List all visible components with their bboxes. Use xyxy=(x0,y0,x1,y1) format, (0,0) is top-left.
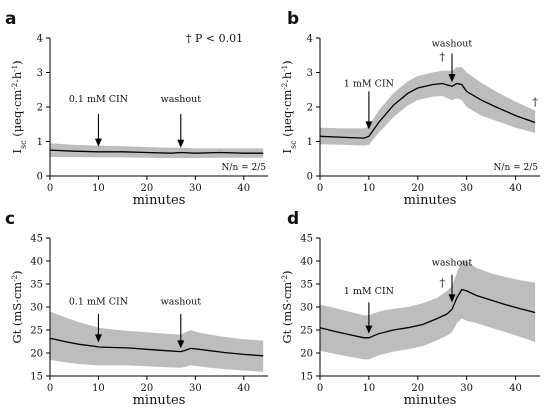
mean-line-b xyxy=(319,82,536,139)
annotation-label-a-1: washout xyxy=(161,94,202,105)
x-tick-label-d: 20 xyxy=(411,383,424,394)
annotation-arrowhead-c-0 xyxy=(94,334,102,343)
y-tick-label-d: 20 xyxy=(300,349,313,360)
annotation-label-d-1: washout xyxy=(432,258,473,269)
y-tick-label-c: 25 xyxy=(30,326,43,337)
sem-band-c xyxy=(50,311,264,372)
x-tick-label-c: 10 xyxy=(92,383,105,394)
x-tick-label-c: 0 xyxy=(47,383,53,394)
annotation-label-d-0: 1 mM CIN xyxy=(344,286,394,297)
y-tick-label-d: 30 xyxy=(300,303,313,314)
dagger-mark-b-1: † xyxy=(532,95,538,108)
annotation-arrowhead-d-1 xyxy=(448,294,456,303)
y-tick-label-d: 15 xyxy=(300,372,313,383)
annotation-arrowhead-a-1 xyxy=(177,139,185,148)
y-tick-label-a: 4 xyxy=(37,34,43,45)
y-tick-label-c: 15 xyxy=(30,372,43,383)
annotation-arrowhead-d-0 xyxy=(365,325,373,334)
annotation-arrowhead-b-1 xyxy=(448,74,456,83)
y-tick-label-a: 3 xyxy=(37,68,43,79)
y-tick-label-b: 1 xyxy=(307,137,313,148)
y-tick-label-b: 3 xyxy=(307,68,313,79)
y-tick-label-a: 2 xyxy=(37,103,43,114)
annotation-label-a-0: 0.1 mM CIN xyxy=(69,94,128,105)
x-axis-label-a: minutes xyxy=(133,193,186,208)
annotation-arrowhead-c-1 xyxy=(177,340,185,349)
mean-line-d xyxy=(319,288,536,339)
sem-band-b xyxy=(320,67,536,146)
y-tick-label-d: 35 xyxy=(300,280,313,291)
mean-line-a xyxy=(49,149,264,154)
y-tick-label-d: 40 xyxy=(300,257,313,268)
x-tick-label-a: 20 xyxy=(141,183,154,194)
x-tick-label-d: 0 xyxy=(317,383,323,394)
panel-label-c: c xyxy=(5,209,15,229)
x-tick-label-b: 10 xyxy=(363,183,376,194)
x-tick-label-a: 30 xyxy=(189,183,202,194)
dagger-mark-d-0: † xyxy=(439,276,445,289)
y-tick-label-c: 30 xyxy=(30,303,43,314)
y-tick-label-b: 0 xyxy=(307,172,313,183)
y-tick-label-c: 45 xyxy=(30,234,43,245)
annotation-label-c-0: 0.1 mM CIN xyxy=(69,297,128,308)
y-tick-label-c: 20 xyxy=(30,349,43,360)
annotation-label-b-0: 1 mM CIN xyxy=(344,78,394,89)
x-tick-label-b: 20 xyxy=(411,183,424,194)
y-tick-label-a: 1 xyxy=(37,137,43,148)
panel-label-a: a xyxy=(5,9,16,29)
x-tick-label-a: 10 xyxy=(92,183,105,194)
annotation-label-c-1: washout xyxy=(161,297,202,308)
y-tick-label-b: 4 xyxy=(307,34,313,45)
y-tick-label-d: 25 xyxy=(300,326,313,337)
annotation-arrowhead-b-0 xyxy=(365,121,373,130)
y-tick-label-d: 45 xyxy=(300,234,313,245)
x-axis-label-c: minutes xyxy=(133,393,186,408)
significance-legend: † P < 0.01 xyxy=(186,32,243,45)
x-tick-label-d: 30 xyxy=(460,383,473,394)
y-axis-label-d: Gt (mS·cm-2) xyxy=(280,270,294,343)
mean-line-c xyxy=(49,337,264,357)
annotation-arrowhead-a-0 xyxy=(94,138,102,147)
x-tick-label-b: 40 xyxy=(509,183,522,194)
x-tick-label-c: 30 xyxy=(189,383,202,394)
panel-label-b: b xyxy=(287,9,299,29)
y-tick-label-b: 2 xyxy=(307,103,313,114)
y-axis-label-a: Isc (μeq·cm-2·h-1) xyxy=(10,60,28,153)
dagger-mark-b-0: † xyxy=(439,50,445,63)
chart-panel-d: 15 20 25 30 35 40 45 0 10 20 30 40 minutes Gt (mS·cm-… xyxy=(280,234,540,408)
sample-size-label-b: N/n = 2/5 xyxy=(494,163,539,173)
chart-panel-c: 15 20 25 30 35 40 45 0 10 20 30 40 minutes Gt (mS·cm-… xyxy=(10,234,268,408)
x-axis-label-b: minutes xyxy=(404,193,457,208)
y-axis-label-c: Gt (mS·cm-2) xyxy=(10,270,24,343)
y-tick-label-c: 40 xyxy=(30,257,43,268)
x-tick-label-d: 10 xyxy=(363,383,376,394)
x-tick-label-a: 0 xyxy=(47,183,53,194)
y-tick-label-a: 0 xyxy=(37,172,43,183)
x-tick-label-c: 40 xyxy=(237,383,250,394)
sample-size-label-a: N/n = 2/5 xyxy=(222,163,267,173)
panel-label-d: d xyxy=(287,209,299,229)
y-tick-label-c: 35 xyxy=(30,280,43,291)
y-axis-label-b: Isc (μeq·cm-2·h-1) xyxy=(280,60,298,153)
annotation-label-b-1: washout xyxy=(432,39,473,50)
x-tick-label-d: 40 xyxy=(509,383,522,394)
sem-band-a xyxy=(50,143,264,159)
x-axis-label-d: minutes xyxy=(404,393,457,408)
x-tick-label-c: 20 xyxy=(141,383,154,394)
x-tick-label-b: 30 xyxy=(460,183,473,194)
x-tick-label-b: 0 xyxy=(317,183,323,194)
x-tick-label-a: 40 xyxy=(237,183,250,194)
sem-band-d xyxy=(320,261,536,360)
